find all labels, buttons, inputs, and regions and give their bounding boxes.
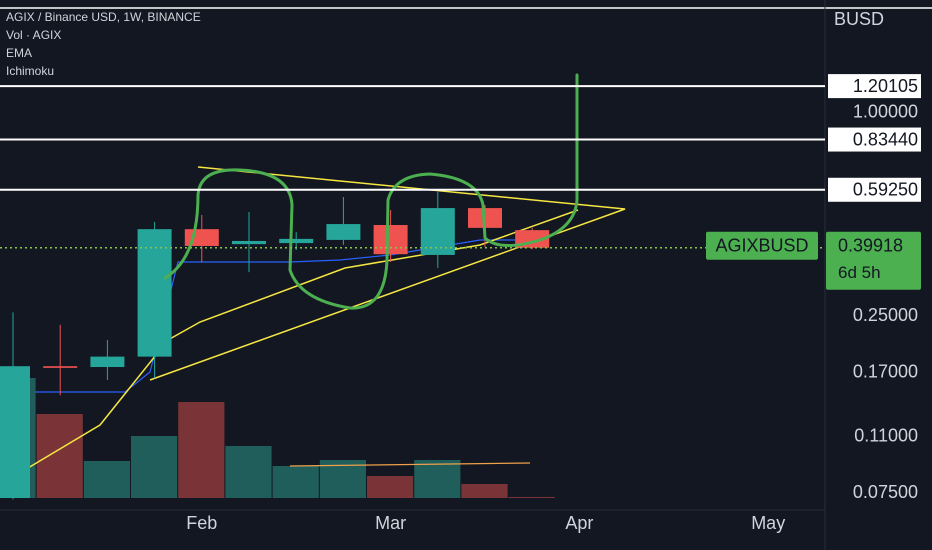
x-tick-label: May [751,513,785,533]
volume-bar [131,436,178,498]
volume-bar [319,460,366,498]
volume-bar [272,466,319,498]
trend-drawing [27,209,579,469]
volume-bar [36,414,83,498]
volume-bar [367,476,414,498]
level-label: 1.20105 [853,76,918,96]
volume-bar [414,460,461,498]
level-label-box [828,177,921,202]
legend-indicator: Ichimoku [6,64,54,78]
x-tick-label: Apr [565,513,593,533]
candle-body [43,366,78,368]
candle-body [137,229,172,357]
y-tick-label: 0.07500 [853,482,918,502]
legend-title: AGIX / Binance USD, 1W, BINANCE [6,10,201,24]
legend-indicator: EMA [6,46,32,60]
level-label: 0.83440 [853,129,918,149]
volume-ma [289,462,531,467]
y-tick-label: 1.00000 [853,102,918,122]
y-tick-label: 0.25000 [853,305,918,325]
volume-bar [508,497,555,498]
y-tick-label: 0.11000 [854,426,918,446]
candle-body [326,224,361,240]
symbol-box [706,231,818,260]
x-tick-label: Feb [186,513,217,533]
candle-body [232,240,266,245]
candle-body [90,356,125,368]
volume-bar [178,402,225,498]
x-tick-label: Mar [375,513,406,533]
triangle-drawing [149,166,626,381]
volume-bar [83,461,130,498]
candle-body [0,366,30,498]
legend-indicator: Vol · AGIX [6,28,61,42]
level-label: 0.59250 [853,180,918,200]
symbol-label: AGIXBUSD [715,235,808,255]
countdown-label: 6d 5h [838,263,881,282]
y-tick-label: 0.17000 [853,362,918,382]
level-label-box [828,127,921,152]
axis-title: BUSD [834,9,884,29]
volume-bar [225,446,272,498]
candle-body [373,225,408,255]
price-label: 0.39918 [838,235,903,255]
volume-bar [461,484,508,498]
price-box [826,231,921,290]
level-label-box [828,74,921,99]
freehand-drawing [163,73,579,310]
candle-body [279,238,314,244]
